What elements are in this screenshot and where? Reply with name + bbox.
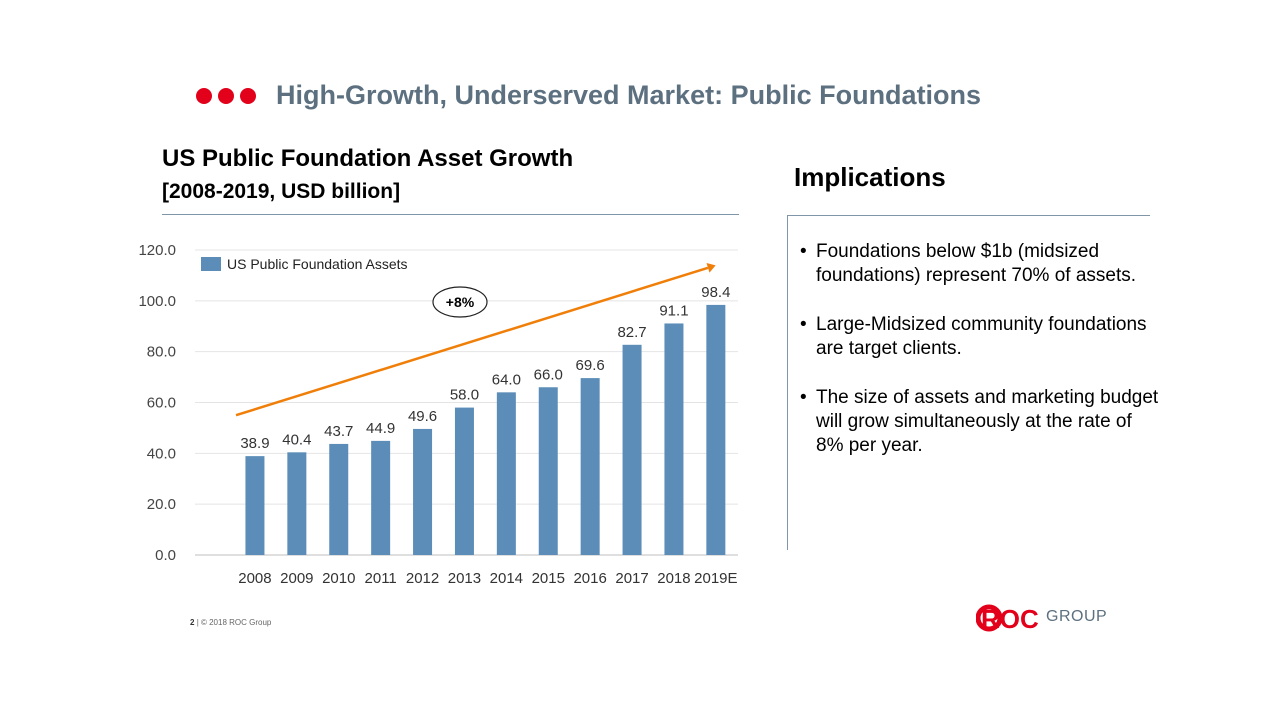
y-tick-label: 40.0 (147, 445, 176, 462)
chart-divider (162, 214, 739, 215)
x-tick-label: 2015 (532, 570, 565, 587)
data-label: 98.4 (701, 284, 730, 301)
data-label: 66.0 (534, 366, 563, 383)
bar (622, 344, 642, 555)
red-dot-icon (196, 88, 212, 104)
x-tick-label: 2018 (657, 570, 690, 587)
implications-list: Foundations below $1b (midsized foundati… (800, 240, 1160, 483)
logo-text: GROUP (1046, 608, 1108, 625)
data-label: 49.6 (408, 408, 437, 425)
y-tick-label: 0.0 (155, 547, 176, 564)
bar (245, 456, 265, 555)
growth-badge (432, 286, 488, 318)
x-tick-label: 2009 (280, 570, 313, 587)
legend: US Public Foundation Assets (201, 256, 408, 272)
growth-rate-label: +8% (446, 294, 475, 310)
page-number: 2 (190, 618, 195, 627)
bar (496, 392, 516, 555)
bars (245, 304, 726, 555)
y-tick-label: 60.0 (147, 395, 176, 412)
data-label: 40.4 (282, 431, 311, 448)
data-label: 82.7 (617, 324, 646, 341)
data-label: 91.1 (659, 302, 688, 319)
bar (538, 387, 558, 555)
logo-mark-text: ROC (981, 604, 1039, 634)
data-label: 44.9 (366, 420, 395, 437)
x-tick-label: 2013 (448, 570, 481, 587)
y-axis-ticks: 0.0 20.0 40.0 60.0 80.0 100.0 120.0 (138, 242, 176, 564)
bar (664, 323, 684, 555)
x-tick-label: 2010 (322, 570, 355, 587)
chart-subtitle: [2008-2019, USD billion] (162, 180, 401, 203)
x-tick-label: 2019E (694, 570, 737, 587)
implication-bullet: Foundations below $1b (midsized foundati… (800, 240, 1160, 288)
legend-label: US Public Foundation Assets (227, 256, 408, 272)
roc-logo-mark: ROC (976, 604, 1039, 634)
x-tick-label: 2017 (615, 570, 648, 587)
red-dot-icon (240, 88, 256, 104)
implications-title: Implications (794, 162, 946, 192)
copyright: | © 2018 ROC Group (196, 618, 272, 627)
data-label: 64.0 (492, 371, 521, 388)
y-tick-label: 80.0 (147, 344, 176, 361)
legend-swatch (201, 257, 221, 271)
roc-group-logo: ROC (976, 604, 1039, 634)
bar (287, 452, 307, 555)
y-tick-label: 120.0 (138, 242, 176, 259)
red-dot-icon (218, 88, 234, 104)
y-tick-label: 100.0 (138, 293, 176, 310)
x-axis-ticks: 2008 2009 2010 2011 2012 2013 2014 2015 2016 2017… (238, 570, 737, 587)
data-label: 69.6 (576, 357, 605, 374)
data-label: 43.7 (324, 423, 353, 440)
x-tick-label: 2014 (490, 570, 523, 587)
trend-line (235, 266, 709, 417)
footer: 2 | © 2018 ROC Group (190, 618, 271, 627)
panel-separator (787, 215, 788, 550)
arrow-head-icon (706, 263, 716, 273)
bar (371, 440, 391, 555)
implications-divider (787, 215, 1150, 216)
implication-bullet: The size of assets and marketing budget … (800, 386, 1160, 458)
y-tick-label: 20.0 (147, 496, 176, 513)
slide-title: High-Growth, Underserved Market: Public … (276, 80, 982, 110)
bar (413, 428, 433, 555)
x-tick-label: 2008 (238, 570, 271, 587)
chart-title: US Public Foundation Asset Growth (162, 145, 574, 172)
data-label: 58.0 (450, 387, 479, 404)
data-labels: 38.9 40.4 43.7 44.9 49.6 58.0 64.0 66.0 69.6 82.7… (240, 284, 730, 452)
implication-bullet: Large-Midsized community foundations are… (800, 313, 1160, 361)
bar (580, 378, 600, 555)
bar (706, 304, 726, 555)
data-label: 38.9 (240, 435, 269, 452)
x-tick-label: 2016 (573, 570, 606, 587)
bar (454, 407, 474, 555)
x-tick-label: 2011 (365, 570, 397, 587)
bar (329, 443, 349, 555)
x-tick-label: 2012 (406, 570, 439, 587)
bar-chart: 0.0 20.0 40.0 60.0 80.0 100.0 120.0 38.9 40.4 43… (138, 242, 738, 587)
trend-arrow: +8% (235, 263, 716, 417)
